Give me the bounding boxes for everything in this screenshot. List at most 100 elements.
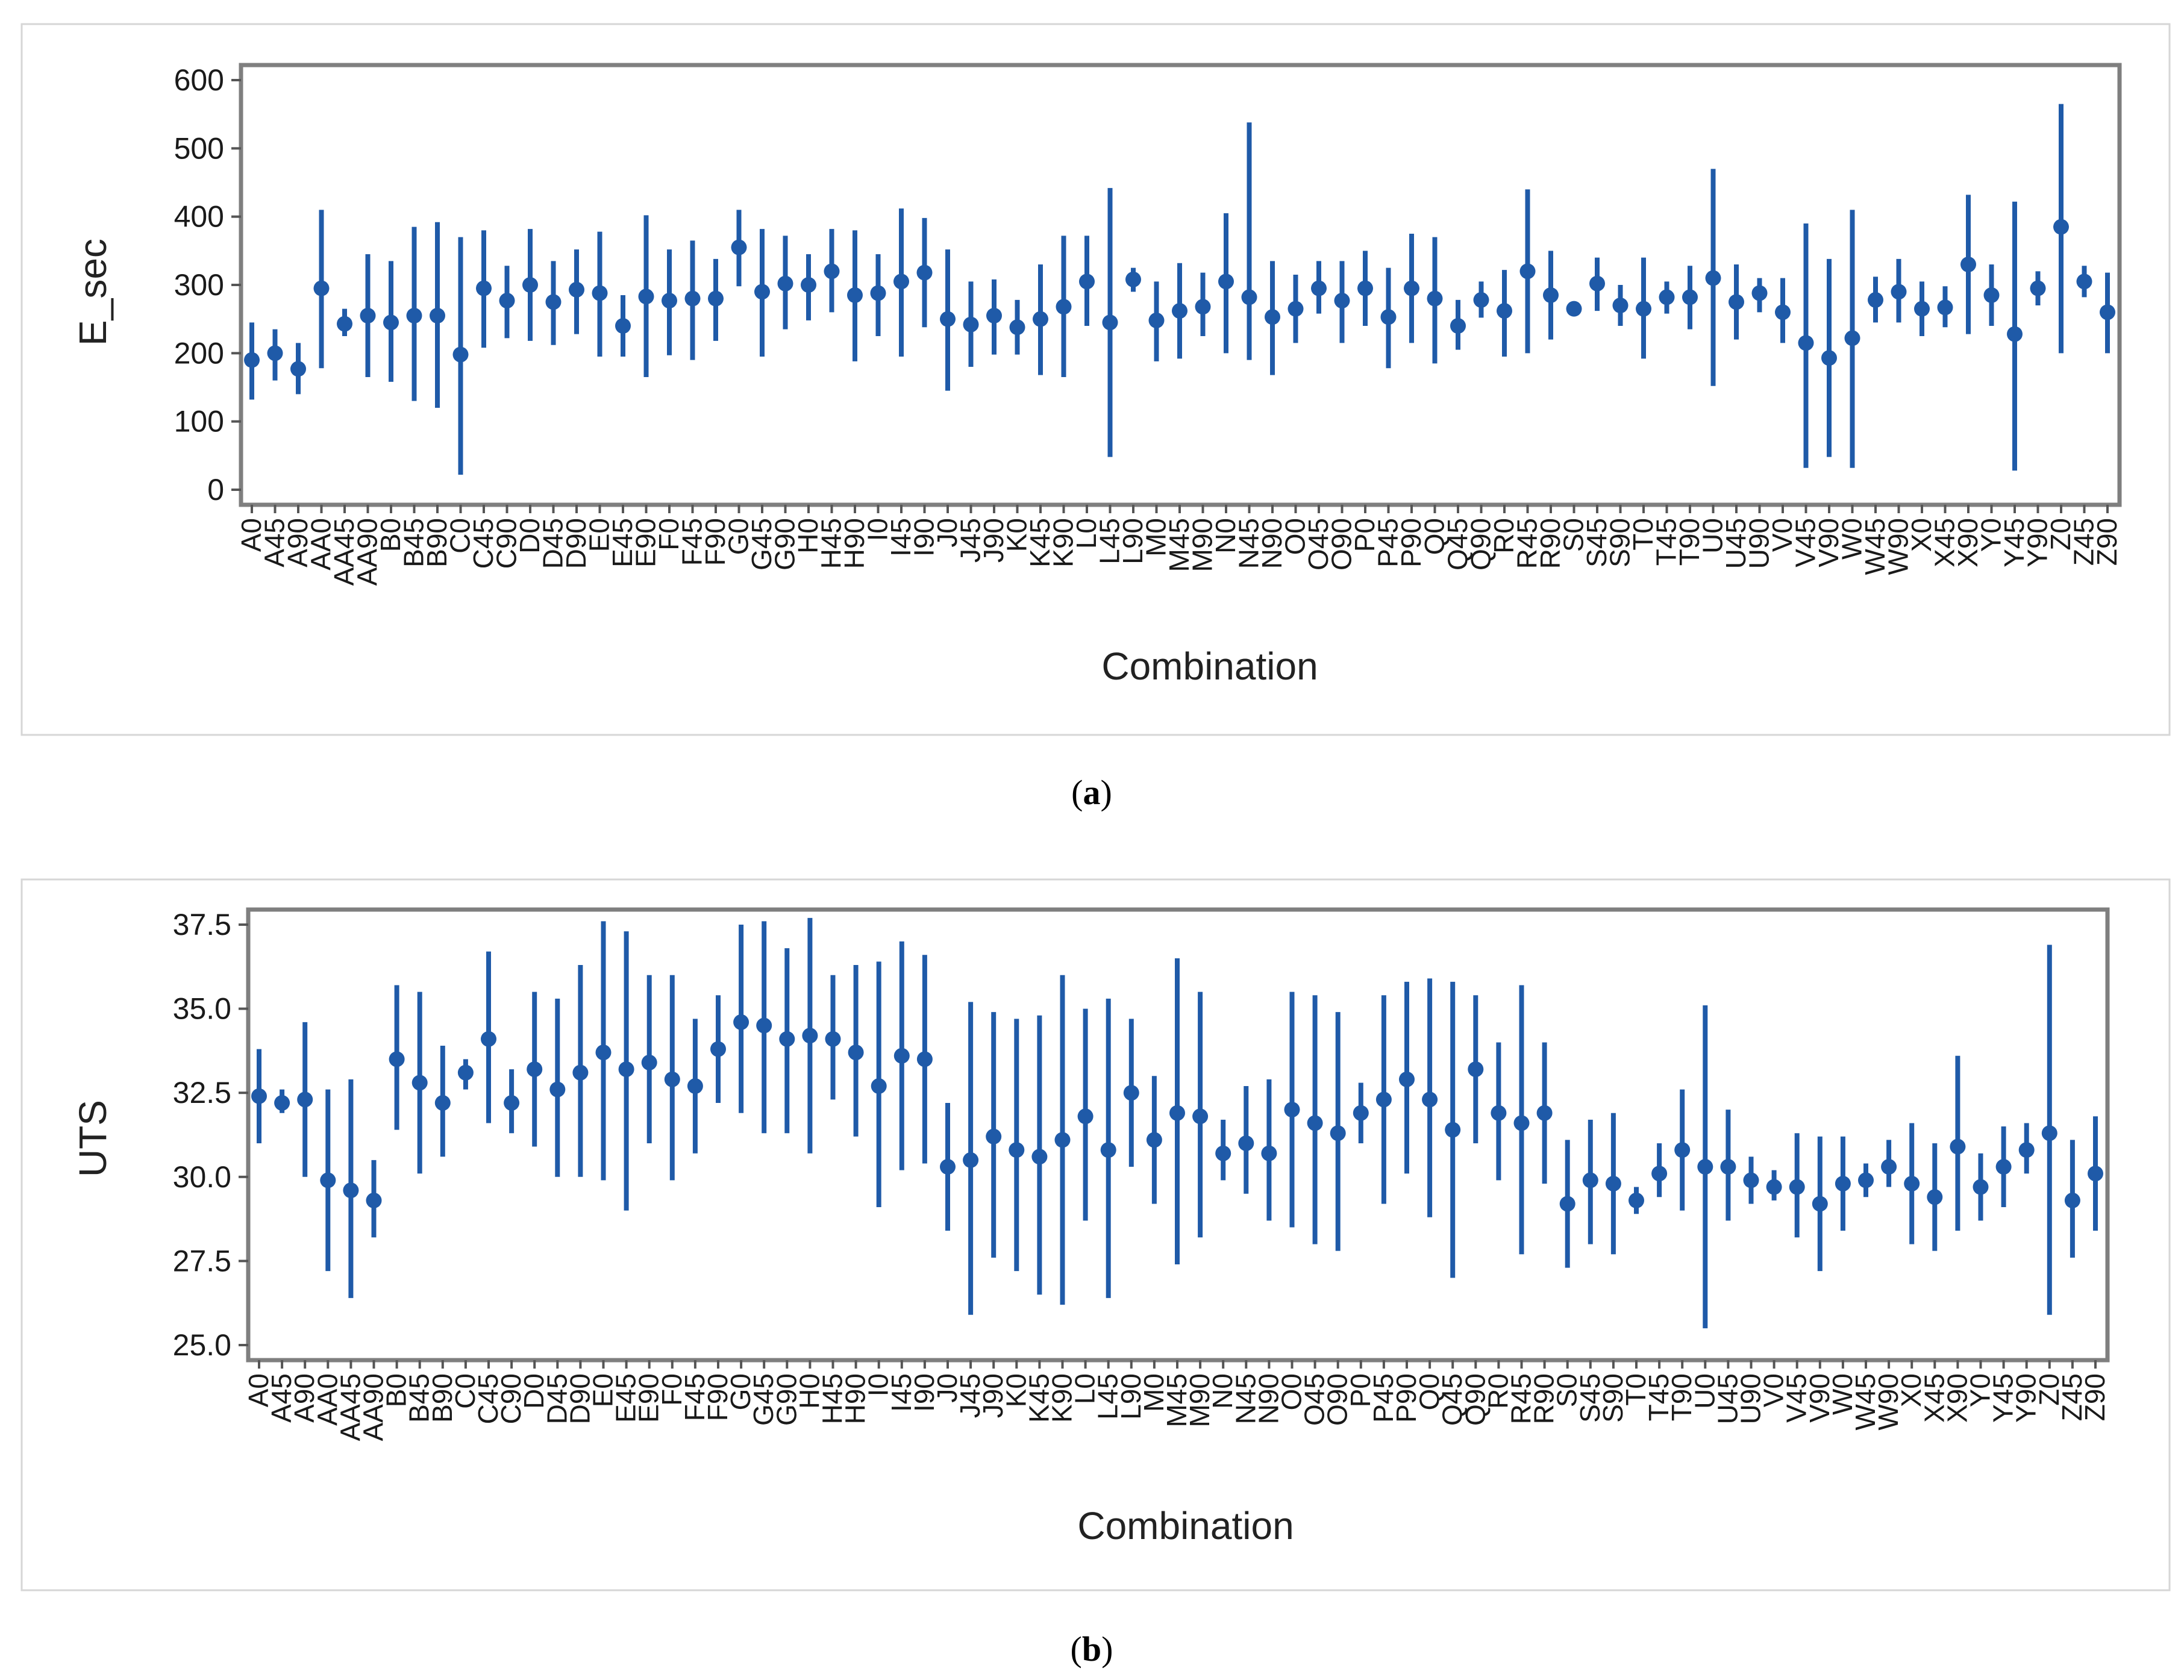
panel-a-mean-point-F45 [684, 290, 701, 307]
panel-b-x-tick-label: H45 [817, 1373, 848, 1424]
panel-b-mean-point-P45 [1375, 1091, 1392, 1108]
panel-b-x-tick-label: Q45 [1436, 1373, 1468, 1426]
panel-a-x-tick-label: G45 [746, 518, 777, 570]
panel-a-x-tick-label: D0 [514, 518, 545, 554]
panel-b-mean-point-Y45 [1995, 1159, 2012, 1175]
panel-a-mean-point-C90 [499, 293, 515, 309]
panel-b-mean-point-G0 [733, 1014, 749, 1030]
panel-b-x-tick-label: AA90 [358, 1373, 389, 1441]
panel-a-mean-point-Y0 [1983, 287, 2000, 303]
panel-a-x-tick-label: S45 [1581, 518, 1612, 567]
panel-a-x-tick-label: AA90 [352, 518, 383, 586]
panel-b-x-tick-label: V45 [1781, 1373, 1812, 1423]
panel-b-x-tick-label: D0 [518, 1373, 549, 1409]
panel-a-mean-point-Q0 [1427, 290, 1443, 307]
panel-a-mean-point-I90 [916, 264, 933, 281]
panel-a-x-tick-label: J45 [955, 518, 986, 563]
panel-a-x-tick-label: L0 [1071, 518, 1102, 549]
panel-a-mean-point-V90 [1821, 350, 1837, 366]
panel-a-x-tick-label: B45 [398, 518, 430, 567]
panel-a-x-tick-label: C0 [445, 518, 476, 554]
panel-a-mean-point-J0 [940, 311, 956, 327]
panel-b-x-tick-label: U45 [1712, 1373, 1743, 1424]
panel-b-x-tick-label: N0 [1207, 1373, 1238, 1409]
panel-a-mean-point-A0 [244, 352, 260, 368]
panel-b-mean-point-A0 [251, 1088, 267, 1104]
panel-a-mean-point-K45 [1033, 311, 1048, 327]
panel-a-mean-point-B0 [383, 314, 399, 331]
panel-a-mean-point-V45 [1798, 335, 1814, 351]
panel-b-x-axis-title: Combination [1077, 1504, 1294, 1547]
panel-a-mean-point-S0 [1566, 301, 1582, 317]
panel-b-mean-point-R45 [1513, 1115, 1530, 1131]
panel-a-x-tick-label: Z90 [2091, 518, 2123, 566]
panel-b-x-tick-label: K0 [1000, 1373, 1031, 1407]
panel-b-x-tick-label: J90 [977, 1373, 1009, 1418]
panel-b-mean-point-P90 [1399, 1071, 1415, 1087]
panel-b-frame [20, 878, 2171, 1591]
panel-a-mean-point-V0 [1775, 304, 1791, 320]
panel-a-mean-point-H90 [847, 287, 863, 303]
panel-b-mean-point-F90 [710, 1041, 726, 1057]
panel-b-x-tick-label: T45 [1643, 1373, 1674, 1421]
panel-a-x-tick-label: H0 [792, 518, 824, 554]
panel-b-mean-point-N0 [1215, 1145, 1231, 1161]
panel-b-mean-point-B45 [411, 1075, 428, 1091]
panel-b-x-tick-label: F90 [702, 1373, 733, 1421]
panel-b-mean-point-T0 [1629, 1192, 1644, 1208]
panel-b-mean-point-U90 [1743, 1172, 1759, 1188]
panel-b-mean-point-G45 [756, 1017, 772, 1034]
panel-b-mean-point-V90 [1812, 1196, 1828, 1212]
panel-b-mean-point-S45 [1582, 1172, 1598, 1188]
panel-a-x-tick-label: C90 [491, 518, 522, 569]
panel-a-x-tick-label: K0 [1001, 518, 1033, 552]
panel-a-x-tick-label: F45 [677, 518, 708, 566]
panel-a-x-tick-label: P90 [1395, 518, 1427, 567]
panel-a-x-tick-label: Q90 [1465, 518, 1497, 570]
panel-a-x-tick-label: AA0 [305, 518, 337, 570]
panel-a-mean-point-F90 [708, 290, 724, 307]
panel-b-mean-point-Y90 [2018, 1142, 2035, 1158]
panel-a-mean-point-P0 [1357, 280, 1373, 296]
panel-b-mean-point-O45 [1307, 1115, 1323, 1131]
panel-b-mean-point-AA45 [343, 1182, 359, 1199]
panel-a-x-tick-label: C45 [468, 518, 499, 569]
panel-b-x-tick-label: A90 [289, 1373, 320, 1423]
panel-a-mean-point-X90 [1960, 257, 1976, 272]
panel-b-mean-point-Y0 [1973, 1179, 1989, 1195]
panel-b-mean-point-Z45 [2064, 1192, 2080, 1208]
panel-a-mean-point-E45 [615, 318, 631, 334]
panel-b-mean-point-V0 [1766, 1179, 1782, 1195]
panel-a-x-tick-label: W0 [1836, 518, 1868, 560]
panel-b-mean-point-E90 [641, 1054, 657, 1070]
panel-b-mean-point-N45 [1238, 1135, 1254, 1151]
panel-a-x-tick-label: Y45 [1998, 518, 2030, 567]
panel-a-x-tick-label: P0 [1349, 518, 1380, 552]
panel-a-x-tick-label: Y0 [1976, 518, 2007, 552]
panel-a-mean-point-Z0 [2053, 219, 2069, 235]
panel-b-x-tick-label: Z45 [2056, 1373, 2088, 1421]
panel-b-mean-point-A45 [274, 1094, 290, 1111]
panel-a-mean-point-AA90 [360, 308, 376, 323]
panel-a-y-tick-label: 200 [174, 336, 224, 370]
panel-b-x-tick-label: Y45 [1988, 1373, 2019, 1423]
panel-a-y-axis-title: E_sec [71, 239, 114, 346]
panel-a-mean-point-L90 [1125, 271, 1141, 287]
panel-b-x-tick-label: W45 [1850, 1373, 1881, 1431]
panel-b-mean-point-B0 [389, 1051, 405, 1067]
panel-b-mean-point-W0 [1835, 1175, 1851, 1191]
panel-b-x-tick-label: G90 [771, 1373, 802, 1426]
panel-b-mean-point-L0 [1077, 1108, 1094, 1125]
panel-b-mean-point-Z0 [2041, 1125, 2057, 1141]
panel-a-x-tick-label: J90 [978, 518, 1009, 563]
panel-a-x-tick-label: H90 [839, 518, 870, 569]
panel-b-mean-point-V45 [1789, 1179, 1805, 1195]
panel-b-mean-point-H45 [825, 1031, 841, 1047]
panel-b-mean-point-X0 [1904, 1175, 1920, 1191]
panel-b-x-tick-label: A45 [266, 1373, 297, 1423]
panel-b-mean-point-F0 [664, 1071, 680, 1087]
panel-a-x-tick-label: AA45 [328, 518, 360, 586]
panel-a-mean-point-L0 [1079, 273, 1095, 290]
panel-b-mean-point-U0 [1697, 1159, 1713, 1175]
panel-a-x-tick-label: N0 [1210, 518, 1241, 554]
